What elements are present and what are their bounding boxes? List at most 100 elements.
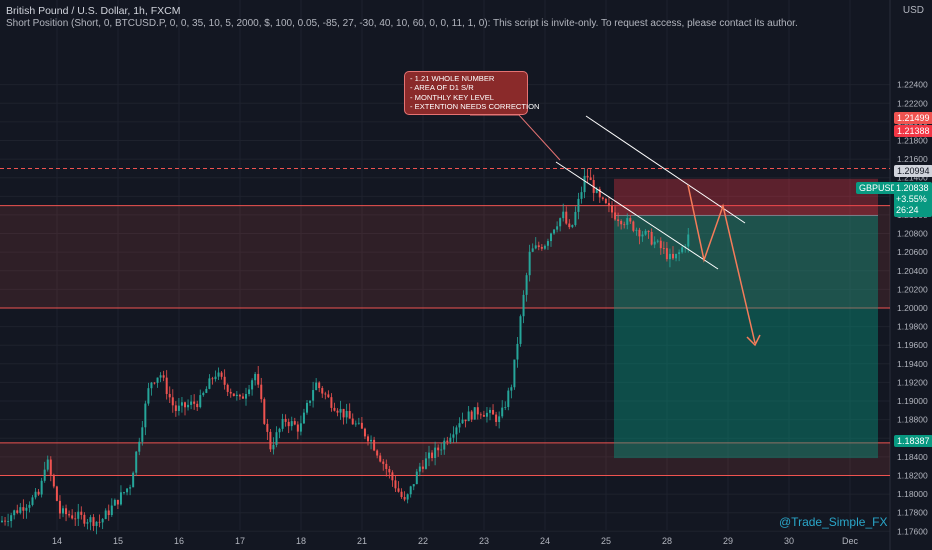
candle-body (251, 380, 254, 390)
candle-body (620, 220, 623, 225)
candle-body (248, 389, 251, 395)
candle-body (626, 218, 629, 225)
candle-body (357, 422, 360, 424)
price-tick-label: 1.19200 (897, 377, 928, 387)
candle-body (55, 486, 58, 501)
candle-body (129, 487, 132, 489)
candle-body (119, 492, 122, 505)
time-tick-label: 18 (296, 536, 306, 546)
candle-body (519, 316, 522, 344)
candle-body (43, 469, 46, 481)
annotation-box[interactable]: - 1.21 WHOLE NUMBER - AREA OF D1 S/R - M… (404, 71, 540, 115)
candle-body (187, 404, 190, 408)
candle-body (281, 418, 284, 429)
candle-body (647, 230, 650, 232)
candle-body (470, 411, 473, 420)
candle-body (156, 377, 159, 383)
candle-body (687, 234, 690, 247)
candle-body (65, 508, 68, 515)
symbol-title[interactable]: British Pound / U.S. Dollar, 1h, FXCM (6, 5, 181, 17)
candle-body (412, 484, 415, 487)
candle-body (388, 469, 391, 473)
current-price: 1.20838 (896, 183, 929, 193)
candle-body (309, 400, 312, 403)
candle-body (656, 240, 659, 242)
candle-body (391, 472, 394, 481)
candle-body (333, 407, 336, 411)
candle-body (40, 480, 43, 495)
candle-body (546, 241, 549, 246)
candle-body (516, 343, 519, 360)
candle-body (135, 451, 138, 473)
candle-body (37, 491, 40, 495)
candle-body (498, 416, 501, 422)
candle-body (113, 499, 116, 506)
candle-body (287, 421, 290, 427)
candle-body (607, 203, 610, 206)
indicator-legend[interactable]: Short Position (Short, 0, BTCUSD.P, 0, 0… (6, 18, 798, 29)
candle-body (296, 424, 299, 432)
candle-body (431, 452, 434, 458)
price-axis: 1.224001.222001.220001.218001.216001.214… (889, 0, 932, 550)
candle-body (19, 507, 22, 513)
candle-body (7, 521, 10, 522)
candle-body (153, 382, 156, 384)
candle-body (293, 421, 296, 425)
candle-body (653, 241, 656, 245)
candle-body (400, 491, 403, 498)
candle-body (641, 234, 644, 237)
candle-body (321, 388, 324, 394)
price-tag-current: 1.20838 +3.55% 26:24 (894, 182, 932, 217)
candle-body (415, 471, 418, 485)
price-tick-label: 1.21600 (897, 154, 928, 164)
candle-body (434, 447, 437, 458)
candle-body (418, 466, 421, 472)
candle-body (577, 198, 580, 212)
candle-body (83, 514, 86, 524)
candle-body (464, 419, 467, 422)
annotation-line: - EXTENTION NEEDS CORRECTION (410, 102, 540, 112)
price-tag-entry: 1.20994 (894, 165, 932, 177)
candle-body (510, 387, 513, 391)
time-tick-label: 30 (784, 536, 794, 546)
channel-lower (555, 161, 719, 270)
candle-body (77, 511, 80, 519)
candle-body (269, 431, 272, 450)
candle-body (13, 510, 16, 516)
price-axis-bg (890, 0, 932, 550)
price-tag-target: 1.18387 (894, 435, 932, 447)
candle-body (437, 447, 440, 451)
candle-body (229, 391, 232, 394)
candle-body (107, 510, 110, 515)
candle-body (315, 382, 318, 391)
candle-body (485, 412, 488, 417)
candle-body (144, 403, 147, 428)
candle-body (473, 407, 476, 420)
price-tick-label: 1.20000 (897, 303, 928, 313)
currency-label: USD (902, 5, 924, 16)
candles (1, 168, 690, 535)
price-tick-label: 1.18800 (897, 415, 928, 425)
candle-body (223, 376, 226, 385)
candle-body (394, 480, 397, 489)
time-tick-label: 21 (357, 536, 367, 546)
annotation-line: - AREA OF D1 S/R (410, 83, 474, 93)
candle-body (409, 486, 412, 495)
candle-body (116, 499, 119, 505)
candle-body (257, 373, 260, 385)
candle-body (199, 395, 202, 408)
price-tick-label: 1.18000 (897, 489, 928, 499)
candle-body (263, 399, 266, 424)
price-tick-label: 1.22400 (897, 80, 928, 90)
candle-body (489, 409, 491, 413)
candle-body (302, 412, 305, 424)
candle-body (348, 410, 351, 419)
candle-body (220, 372, 223, 377)
candle-body (214, 376, 217, 380)
candle-body (397, 488, 400, 492)
candle-body (659, 240, 662, 249)
time-tick-label: 25 (601, 536, 611, 546)
candle-body (162, 375, 165, 378)
